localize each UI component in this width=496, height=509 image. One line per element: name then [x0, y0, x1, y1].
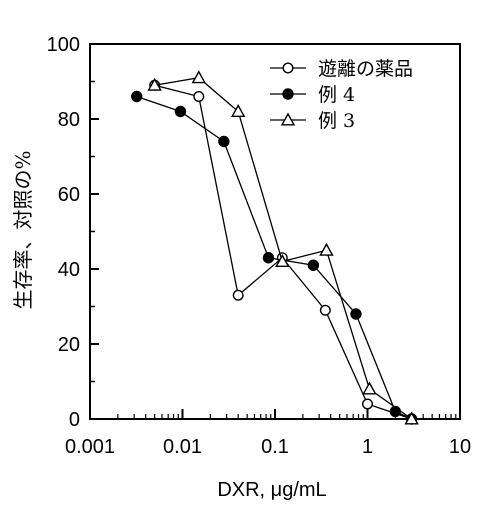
legend-marker-0	[282, 62, 294, 74]
series-0-point-5	[362, 398, 374, 410]
y-tick-label-5: 100	[47, 34, 80, 56]
series-2-point-1	[191, 70, 206, 84]
x-tick-label-2: 0.1	[261, 436, 289, 458]
x-tick-label-1: 0.01	[163, 436, 202, 458]
series-2	[147, 70, 419, 425]
series-2-point-0	[147, 77, 162, 91]
series-2-point-5	[362, 381, 377, 395]
x-tick-label-0: 0.001	[65, 436, 115, 458]
y-tick-label-2: 40	[58, 259, 80, 281]
plot-frame	[89, 43, 461, 420]
legend-marker-2	[280, 112, 296, 126]
series-2-point-2	[231, 104, 246, 118]
series-0-point-4	[319, 304, 331, 316]
y-tick-label-3: 60	[58, 184, 80, 206]
series-0-line	[154, 84, 412, 420]
series-2-point-3	[275, 254, 290, 267]
series-1-line	[136, 95, 412, 420]
x-tick-label-3: 1	[362, 436, 373, 458]
series-1-point-1	[174, 105, 187, 118]
series-0-point-2	[232, 289, 244, 301]
legend-label-2: 例 3	[318, 110, 355, 132]
series-1-point-4	[307, 259, 320, 271]
series-1	[131, 90, 418, 425]
y-tick-label-4: 80	[58, 109, 80, 131]
series-1-point-5	[350, 308, 362, 320]
series-0	[149, 79, 418, 425]
legend-marker-1	[282, 88, 294, 100]
x-tick-label-4: 10	[449, 436, 471, 458]
series-1-point-2	[218, 135, 230, 148]
y-tick-label-0: 0	[69, 409, 80, 431]
y-axis-label: 生存率、対照の%	[11, 150, 35, 309]
y-tick-label-1: 20	[58, 334, 80, 356]
series-2-point-6	[404, 411, 419, 425]
x-axis-label: DXR, μg/mL	[217, 479, 326, 501]
series-0-point-1	[193, 90, 205, 102]
series-2-point-4	[319, 242, 334, 256]
series-1-point-3	[262, 252, 275, 264]
axes: 0 20 40 60 80 100 0.001 0.01 0.1 1 10	[47, 34, 472, 458]
series-1-point-0	[131, 90, 143, 103]
series-2-line	[154, 77, 413, 420]
legend-label-1: 例 4	[318, 84, 355, 106]
legend-label-0: 遊離の薬品	[318, 58, 413, 80]
series-layer	[131, 70, 419, 425]
